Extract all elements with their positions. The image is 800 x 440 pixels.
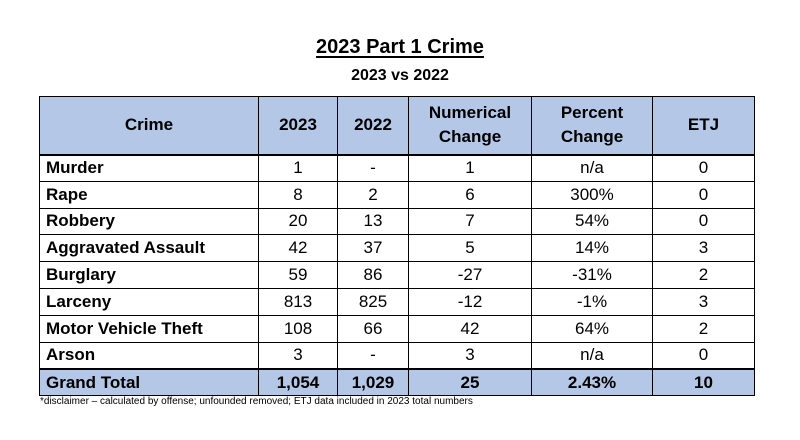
cell-crime: Larceny bbox=[39, 287, 259, 316]
total-etj: 10 bbox=[652, 367, 755, 397]
cell-crime: Aggravated Assault bbox=[39, 234, 259, 263]
cell-percent-change: 14% bbox=[531, 234, 653, 263]
cell-numerical-change: 5 bbox=[408, 234, 532, 263]
cell-crime: Murder bbox=[39, 154, 259, 182]
table-row: Aggravated Assault 42 37 5 14% 3 bbox=[39, 234, 755, 263]
cell-etj: 0 bbox=[652, 341, 755, 370]
crime-comparison-table: Crime 2023 2022 Numerical Change Percent… bbox=[39, 96, 755, 397]
cell-numerical-change: -12 bbox=[408, 287, 532, 316]
cell-2022: 13 bbox=[337, 207, 409, 236]
header-etj: ETJ bbox=[652, 96, 755, 156]
cell-percent-change: 54% bbox=[531, 207, 653, 236]
cell-2022: 86 bbox=[337, 261, 409, 289]
total-numerical-change: 25 bbox=[408, 367, 532, 397]
total-2022: 1,029 bbox=[337, 367, 409, 397]
cell-2023: 813 bbox=[258, 287, 338, 316]
cell-2023: 108 bbox=[258, 314, 338, 343]
total-2023: 1,054 bbox=[258, 367, 338, 397]
header-numerical-change: Numerical Change bbox=[408, 96, 532, 156]
cell-crime: Arson bbox=[39, 341, 259, 370]
table-row: Robbery 20 13 7 54% 0 bbox=[39, 207, 755, 236]
cell-etj: 3 bbox=[652, 287, 755, 316]
cell-numerical-change: -27 bbox=[408, 261, 532, 289]
cell-etj: 0 bbox=[652, 180, 755, 209]
total-percent-change: 2.43% bbox=[531, 367, 653, 397]
total-label: Grand Total bbox=[39, 367, 259, 397]
header-row: Crime 2023 2022 Numerical Change Percent… bbox=[39, 96, 755, 156]
report-title: 2023 Part 1 Crime bbox=[316, 36, 484, 58]
cell-2023: 3 bbox=[258, 341, 338, 370]
grand-total-row: Grand Total 1,054 1,029 25 2.43% 10 bbox=[39, 367, 755, 397]
cell-2022: 2 bbox=[337, 180, 409, 209]
table-row: Arson 3 - 3 n/a 0 bbox=[39, 341, 755, 370]
cell-etj: 0 bbox=[652, 154, 755, 182]
table-body: Murder 1 - 1 n/a 0 Rape 8 2 6 300% 0 Rob… bbox=[39, 154, 755, 397]
cell-2023: 1 bbox=[258, 154, 338, 182]
disclaimer-note: *disclaimer – calculated by offense; unf… bbox=[40, 396, 473, 407]
cell-2022: 37 bbox=[337, 234, 409, 263]
cell-percent-change: 64% bbox=[531, 314, 653, 343]
cell-2022: 825 bbox=[337, 287, 409, 316]
report-subtitle: 2023 vs 2022 bbox=[351, 67, 449, 84]
cell-percent-change: n/a bbox=[531, 341, 653, 370]
cell-2022: 66 bbox=[337, 314, 409, 343]
table-row: Burglary 59 86 -27 -31% 2 bbox=[39, 261, 755, 289]
cell-2023: 8 bbox=[258, 180, 338, 209]
cell-2023: 42 bbox=[258, 234, 338, 263]
table-header: Crime 2023 2022 Numerical Change Percent… bbox=[39, 96, 755, 156]
table-row: Larceny 813 825 -12 -1% 3 bbox=[39, 287, 755, 316]
table-row: Rape 8 2 6 300% 0 bbox=[39, 180, 755, 209]
table-row: Murder 1 - 1 n/a 0 bbox=[39, 154, 755, 182]
cell-numerical-change: 7 bbox=[408, 207, 532, 236]
cell-percent-change: n/a bbox=[531, 154, 653, 182]
cell-crime: Robbery bbox=[39, 207, 259, 236]
cell-crime: Rape bbox=[39, 180, 259, 209]
table-row: Motor Vehicle Theft 108 66 42 64% 2 bbox=[39, 314, 755, 343]
cell-etj: 0 bbox=[652, 207, 755, 236]
header-2022: 2022 bbox=[337, 96, 409, 156]
cell-2022: - bbox=[337, 154, 409, 182]
cell-numerical-change: 6 bbox=[408, 180, 532, 209]
cell-numerical-change: 1 bbox=[408, 154, 532, 182]
cell-2022: - bbox=[337, 341, 409, 370]
cell-percent-change: -1% bbox=[531, 287, 653, 316]
cell-etj: 3 bbox=[652, 234, 755, 263]
cell-percent-change: -31% bbox=[531, 261, 653, 289]
cell-2023: 59 bbox=[258, 261, 338, 289]
cell-numerical-change: 42 bbox=[408, 314, 532, 343]
header-2023: 2023 bbox=[258, 96, 338, 156]
cell-etj: 2 bbox=[652, 261, 755, 289]
header-crime: Crime bbox=[39, 96, 259, 156]
header-percent-change: Percent Change bbox=[531, 96, 653, 156]
cell-crime: Motor Vehicle Theft bbox=[39, 314, 259, 343]
cell-crime: Burglary bbox=[39, 261, 259, 289]
cell-2023: 20 bbox=[258, 207, 338, 236]
cell-etj: 2 bbox=[652, 314, 755, 343]
cell-percent-change: 300% bbox=[531, 180, 653, 209]
cell-numerical-change: 3 bbox=[408, 341, 532, 370]
